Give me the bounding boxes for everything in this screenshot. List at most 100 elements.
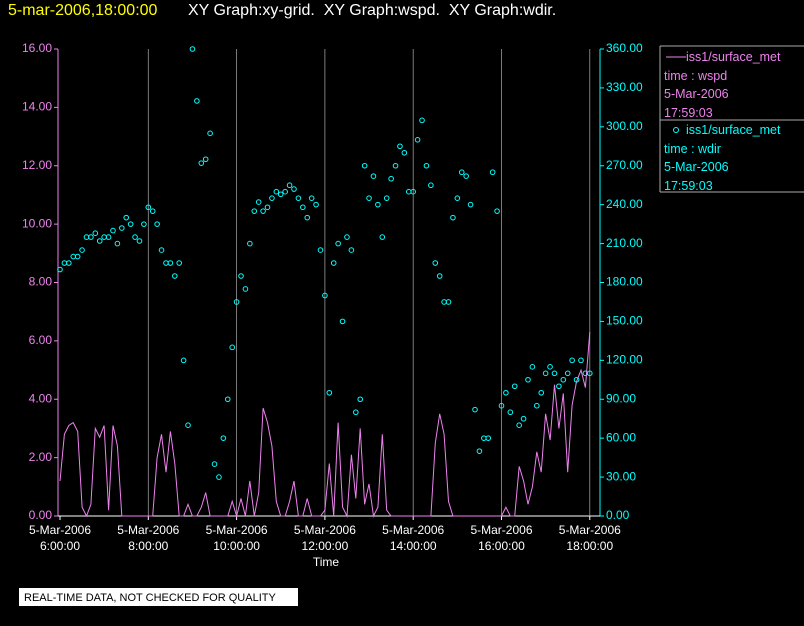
wdir-point <box>277 191 284 198</box>
wdir-point <box>463 173 469 179</box>
wdir-point <box>361 162 368 169</box>
wdir-point <box>220 435 227 441</box>
wdir-point <box>485 435 492 441</box>
wdir-point <box>401 149 408 156</box>
wdir-point <box>247 240 253 247</box>
y2-tick-label: 270.00 <box>606 158 643 172</box>
legend-text: time : wdir <box>664 141 721 156</box>
legend-text: 5-Mar-2006 <box>664 87 729 101</box>
notice: REAL-TIME DATA, NOT CHECKED FOR QUALITY <box>24 592 276 604</box>
wdir-point <box>180 357 187 364</box>
wdir-point <box>101 234 107 240</box>
wdir-point <box>70 253 77 260</box>
y-tick-label: 2.00 <box>29 450 53 464</box>
wdir-point <box>564 370 571 377</box>
wdir-point <box>251 208 258 214</box>
wdir-point <box>370 173 377 179</box>
wdir-point <box>167 260 174 266</box>
wdir-point <box>123 214 130 221</box>
y-tick-label: 6.00 <box>29 333 53 347</box>
wdir-point <box>105 234 112 240</box>
wdir-point <box>578 357 584 364</box>
wdir-point <box>295 195 302 201</box>
wdir-point <box>339 318 346 325</box>
wdir-point <box>264 204 271 211</box>
wdir-point <box>114 240 121 247</box>
wdir-point <box>569 357 575 364</box>
wdir-point <box>383 195 390 201</box>
wdir-point <box>467 201 474 208</box>
wdir-point <box>481 435 487 441</box>
legend-name: iss1/surface_met <box>686 50 781 64</box>
wdir-point <box>525 376 531 383</box>
y2-tick-label: 0.00 <box>606 508 630 522</box>
y2-tick-label: 360.00 <box>606 41 643 55</box>
wdir-point <box>171 273 178 279</box>
wdir-point <box>149 208 156 214</box>
wdir-point <box>507 409 514 416</box>
wdir-point <box>207 130 213 137</box>
x-tick-label: 5-Mar-2006 6:00:00 <box>28 523 92 553</box>
y2-tick-label: 210.00 <box>606 236 643 250</box>
wdir-point <box>127 221 134 227</box>
wdir-point <box>194 98 200 104</box>
wdir-point <box>547 364 553 370</box>
wdir-point <box>79 247 85 253</box>
wdir-point <box>489 169 496 176</box>
wdir-point <box>573 376 580 383</box>
y2-tick-label: 300.00 <box>606 119 643 133</box>
wdir-point <box>330 260 337 266</box>
wdir-point <box>348 247 355 253</box>
wdir-point <box>304 214 311 221</box>
wdir-point <box>163 260 169 266</box>
wdir-point <box>224 396 231 403</box>
legend-text: 17:59:03 <box>664 105 713 120</box>
y2-tick-label: 240.00 <box>606 197 643 211</box>
wdir-point <box>202 156 209 163</box>
x-tick-label: 5-Mar-2006 12:00:00 <box>293 523 356 553</box>
wdir-point <box>551 370 558 377</box>
wdir-point <box>74 253 81 260</box>
y-tick-label: 8.00 <box>29 275 53 289</box>
wdir-point <box>428 182 434 189</box>
wdir-point <box>92 230 99 237</box>
wdir-point <box>375 201 381 208</box>
wspd-line <box>59 332 591 518</box>
wdir-point <box>458 169 465 176</box>
wdir-point <box>136 238 143 244</box>
x-tick-label: 5-Mar-2006 8:00:00 <box>117 523 180 553</box>
wdir-point <box>255 199 262 205</box>
wdir-point <box>423 162 430 169</box>
wdir-point <box>503 389 509 396</box>
wdir-point <box>586 370 593 377</box>
wdir-point <box>344 234 350 240</box>
wdir-point <box>229 344 235 351</box>
wdir-point <box>357 396 364 403</box>
y-tick-label: 0.00 <box>29 508 53 522</box>
wdir-point <box>286 182 293 189</box>
wdir-point <box>61 260 68 266</box>
wdir-point <box>450 214 456 221</box>
wdir-point <box>326 389 333 396</box>
wdir-point <box>335 240 341 247</box>
wdir-point <box>158 247 165 253</box>
wdir-point <box>436 273 443 279</box>
wdir-point <box>273 188 280 195</box>
wdir-point <box>445 299 452 305</box>
wdir-point <box>132 234 138 240</box>
wdir-point <box>96 238 103 244</box>
y2-tick-label: 90.00 <box>606 391 636 405</box>
wdir-point <box>379 234 386 240</box>
wdir-point <box>66 260 72 266</box>
wdir-point <box>392 162 399 169</box>
x-tick-label: 5-Mar-2006 14:00:00 <box>382 523 445 553</box>
notice-box <box>19 588 298 606</box>
wdir-point <box>238 273 244 279</box>
wdir-point <box>145 204 152 211</box>
wdir-point <box>322 292 328 299</box>
x-tick-label: 5-Mar-2006 16:00:00 <box>470 523 533 553</box>
timestamp: 5-mar-2006,18:00:00 <box>8 2 158 19</box>
wdir-point <box>154 221 160 227</box>
